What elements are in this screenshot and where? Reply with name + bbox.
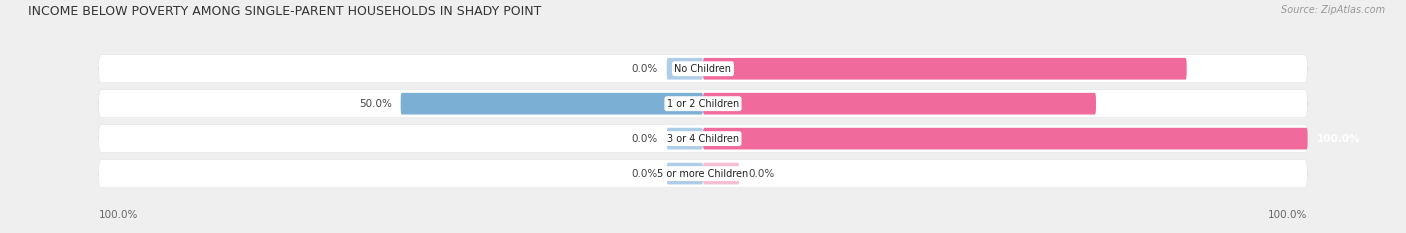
Text: 0.0%: 0.0%	[631, 169, 658, 178]
Text: 5 or more Children: 5 or more Children	[658, 169, 748, 178]
FancyBboxPatch shape	[666, 163, 703, 185]
FancyBboxPatch shape	[98, 55, 1308, 83]
Text: 80.0%: 80.0%	[1195, 64, 1232, 74]
FancyBboxPatch shape	[703, 58, 1187, 80]
Text: 0.0%: 0.0%	[631, 134, 658, 144]
FancyBboxPatch shape	[703, 163, 740, 185]
Text: 65.0%: 65.0%	[1105, 99, 1142, 109]
FancyBboxPatch shape	[98, 160, 1308, 188]
Text: 100.0%: 100.0%	[1268, 210, 1308, 220]
Text: 100.0%: 100.0%	[1316, 134, 1360, 144]
Text: 1 or 2 Children: 1 or 2 Children	[666, 99, 740, 109]
Text: 3 or 4 Children: 3 or 4 Children	[666, 134, 740, 144]
Text: INCOME BELOW POVERTY AMONG SINGLE-PARENT HOUSEHOLDS IN SHADY POINT: INCOME BELOW POVERTY AMONG SINGLE-PARENT…	[28, 5, 541, 18]
FancyBboxPatch shape	[98, 90, 1308, 118]
Text: 100.0%: 100.0%	[98, 210, 138, 220]
Text: 0.0%: 0.0%	[748, 169, 775, 178]
Text: 0.0%: 0.0%	[631, 64, 658, 74]
Text: 50.0%: 50.0%	[359, 99, 392, 109]
FancyBboxPatch shape	[666, 128, 703, 150]
FancyBboxPatch shape	[98, 125, 1308, 153]
FancyBboxPatch shape	[666, 58, 703, 80]
FancyBboxPatch shape	[401, 93, 703, 114]
FancyBboxPatch shape	[703, 128, 1308, 150]
Text: Source: ZipAtlas.com: Source: ZipAtlas.com	[1281, 5, 1385, 15]
FancyBboxPatch shape	[703, 93, 1097, 114]
Text: No Children: No Children	[675, 64, 731, 74]
